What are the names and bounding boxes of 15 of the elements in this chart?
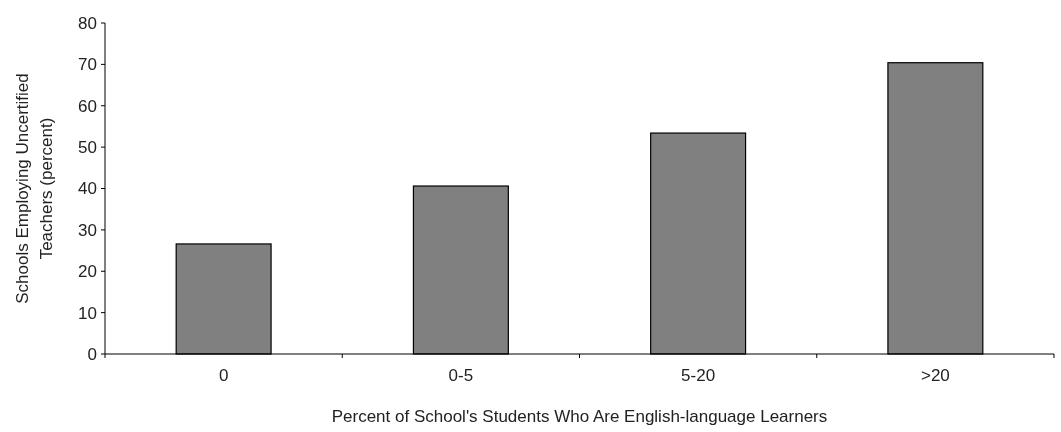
x-tick-label: 0 (218, 366, 229, 385)
y-tick-label: 10 (78, 303, 97, 323)
x-tick-label: 0-5 (448, 366, 474, 385)
x-axis-title: Percent of School's Students Who Are English-language Learners (331, 407, 828, 426)
y-tick-label: 80 (78, 13, 97, 33)
y-tick-label: 40 (78, 179, 97, 199)
x-tick-label: >20 (920, 366, 950, 385)
y-tick-label: 30 (78, 220, 97, 240)
y-tick-label: 0 (87, 344, 97, 364)
x-tick-label: 5-20 (681, 366, 716, 385)
y-tick-label: 20 (78, 262, 97, 282)
y-tick-label: 70 (78, 55, 97, 75)
y-tick-label: 50 (78, 138, 97, 158)
y-axis-title: Schools Employing Uncertified Teachers (percent) (13, 73, 56, 304)
y-tick-label: 60 (78, 96, 97, 116)
